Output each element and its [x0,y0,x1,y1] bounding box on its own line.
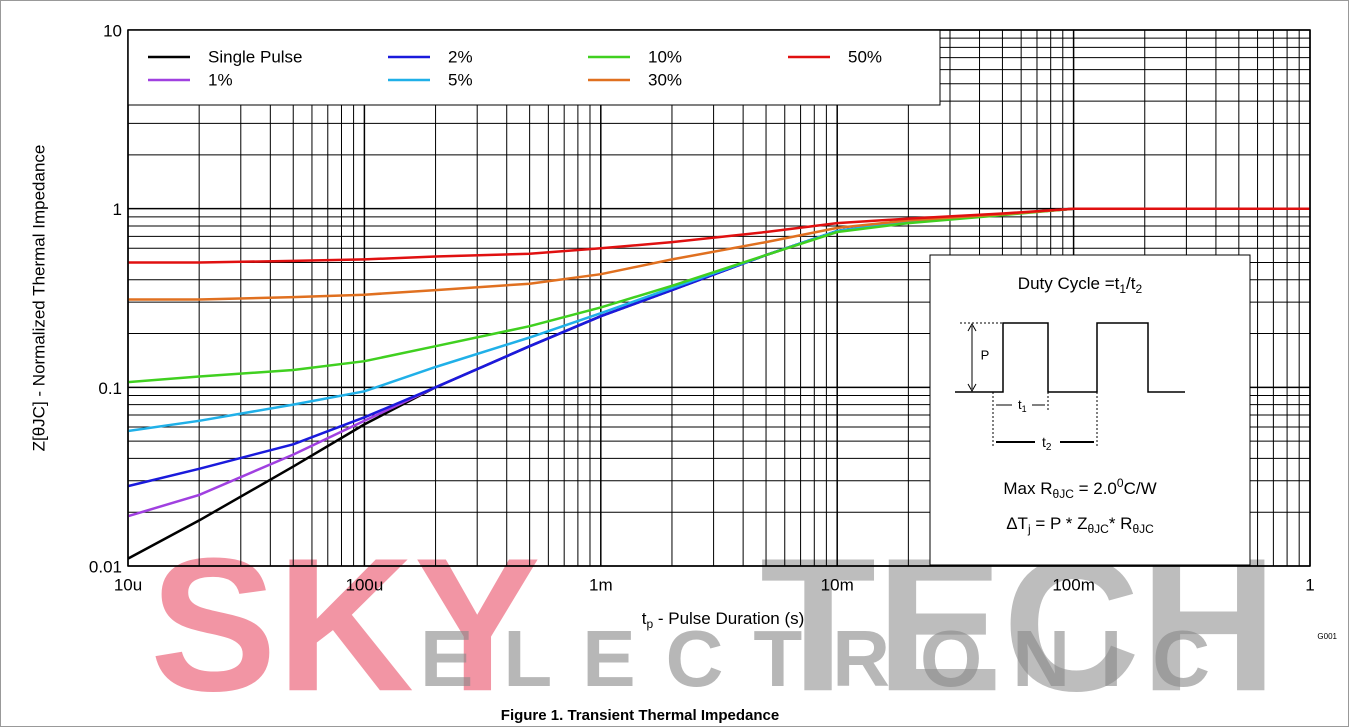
x-tick-label: 100u [345,575,383,594]
legend-label: 50% [848,47,882,66]
series-line [128,207,1310,264]
t2-label: t2 [1042,434,1052,453]
y-axis-label: Z[θJC] - Normalized Thermal Impedance [29,145,48,452]
y-tick-label: 10 [103,21,122,40]
plot-frame [127,29,1311,567]
legend-label: 30% [648,70,682,89]
x-axis-label: tp - Pulse Duration (s) [642,609,805,631]
legend-label: 2% [448,47,473,66]
x-tick-label: 1m [589,575,613,594]
x-tick-label: 1 [1305,575,1314,594]
t1-label: t1 [1018,397,1027,414]
pulse-waveform [955,322,1185,393]
y-tick-label: 0.01 [89,557,122,576]
watermark-electronic: ELECTRONIC [420,614,1240,703]
x-tick-label: 10m [821,575,854,594]
inset-box [929,254,1251,566]
legend-label: Single Pulse [208,47,303,66]
tick-labels: 10u 100u 1m 10m 100m 1 0.01 0.1 1 10 [89,21,1315,594]
delta-tj: ΔTj = P * ZθJC* RθJC [1006,514,1154,536]
x-tick-label: 100m [1052,575,1095,594]
caption: Figure 1. Transient Thermal Impedance [501,707,779,724]
arrow-head [967,383,977,393]
legend-label: 10% [648,47,682,66]
legend-label: 5% [448,70,473,89]
legend-label: 1% [208,70,233,89]
watermark-sky: SKY [150,519,541,727]
x-tick-label: 10u [114,575,142,594]
inset: Duty Cycle =t1/t2 P t1 t2 Max RθJC = 2.0… [929,254,1251,566]
arrow-head [967,322,977,332]
max-r: Max RθJC = 2.00C/W [1003,476,1156,501]
y-tick-label: 0.1 [98,379,122,398]
legend: Single Pulse 1% 2% 5% 10% 30% 50% [148,47,882,89]
plot-lines [127,207,1310,560]
legend-box [127,29,941,106]
duty-cycle: Duty Cycle =t1/t2 [1018,274,1143,296]
y-tick-label: 1 [113,200,122,219]
figure-code: G001 [1317,632,1337,641]
p-label: P [981,347,990,362]
